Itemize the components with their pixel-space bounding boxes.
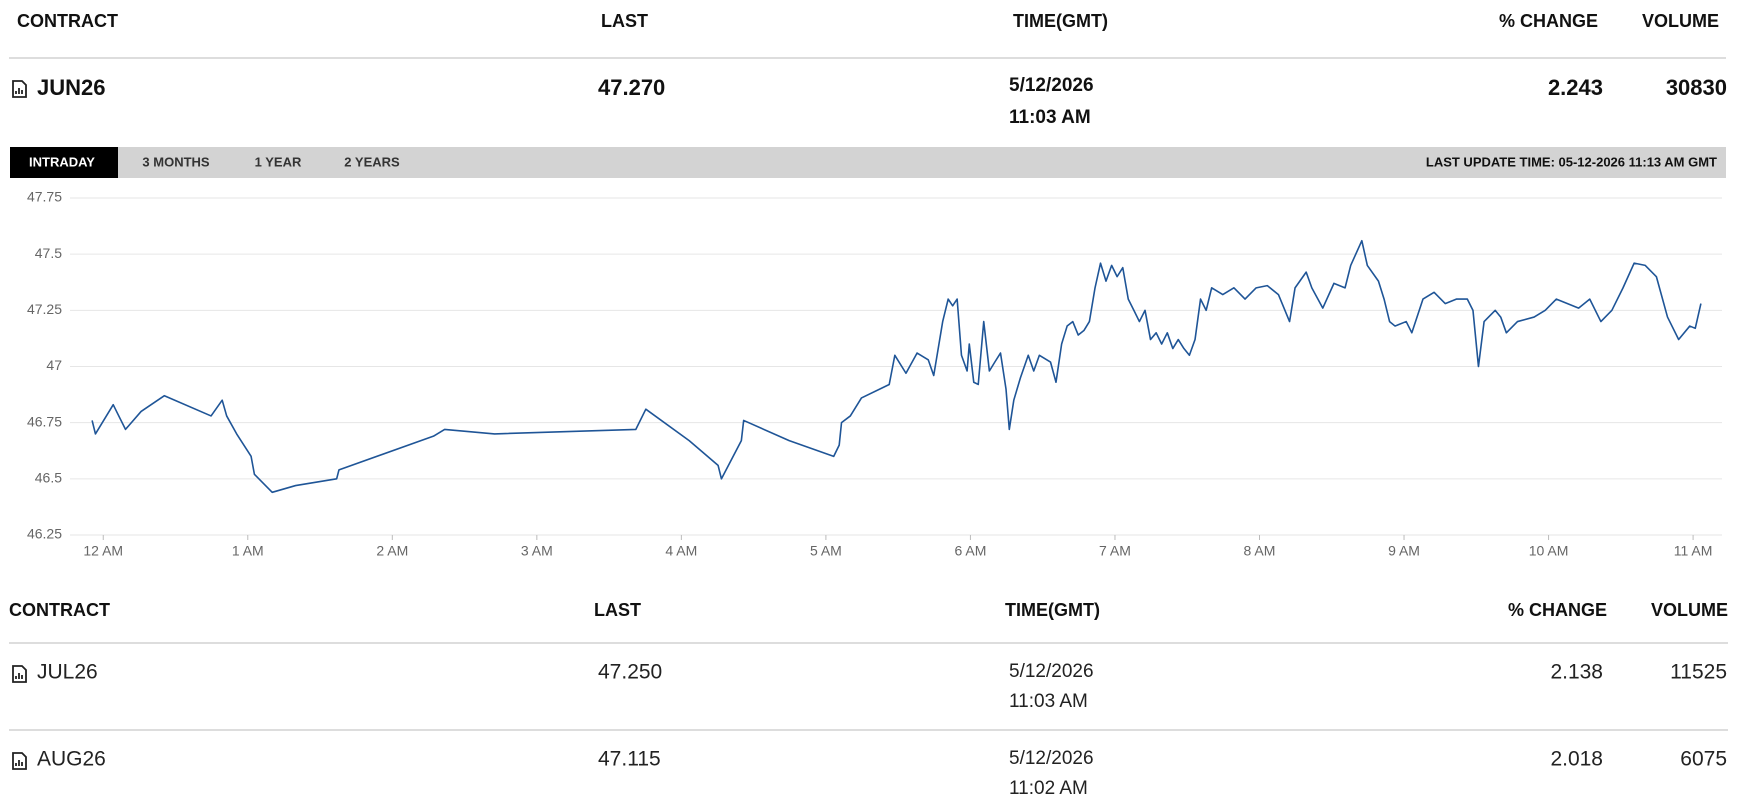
x-tick-label: 6 AM: [954, 543, 986, 559]
x-tick-label: 8 AM: [1244, 543, 1276, 559]
volume: 30830: [1666, 75, 1727, 100]
y-tick-label: 47: [46, 357, 62, 373]
column-header: VOLUME: [1651, 600, 1728, 620]
x-tick-label: 1 AM: [232, 543, 264, 559]
x-tick-label: 2 AM: [376, 543, 408, 559]
x-tick-label: 11 AM: [1674, 543, 1713, 559]
time: 11:03 AM: [1009, 691, 1088, 712]
percent-change: 2.138: [1550, 661, 1603, 684]
range-tab[interactable]: INTRADAY: [29, 154, 95, 169]
last-price: 47.115: [598, 748, 661, 771]
x-tick-label: 3 AM: [521, 543, 553, 559]
contract-name[interactable]: AUG26: [37, 748, 106, 771]
volume: 11525: [1670, 661, 1727, 684]
x-tick-label: 7 AM: [1099, 543, 1131, 559]
tab-bar: [10, 147, 1726, 178]
last-price: 47.250: [598, 661, 662, 684]
y-tick-label: 46.5: [35, 470, 62, 486]
column-header: TIME(GMT): [1005, 600, 1100, 620]
range-tab[interactable]: 1 YEAR: [255, 154, 302, 169]
contract-name[interactable]: JUL26: [37, 661, 98, 684]
column-header: % CHANGE: [1508, 600, 1607, 620]
x-tick-label: 5 AM: [810, 543, 842, 559]
y-tick-label: 47.75: [27, 189, 62, 205]
time: 11:03 AM: [1009, 107, 1091, 128]
column-header: % CHANGE: [1499, 11, 1598, 31]
file-icon: [12, 665, 27, 683]
file-icon: [12, 80, 27, 98]
column-header: VOLUME: [1642, 11, 1719, 31]
contract-name[interactable]: JUN26: [37, 75, 105, 100]
date: 5/12/2026: [1009, 661, 1094, 682]
y-tick-label: 46.25: [27, 526, 62, 542]
y-tick-label: 47.5: [35, 245, 62, 261]
y-tick-label: 46.75: [27, 413, 62, 429]
active-tab-bg: [10, 147, 118, 178]
x-tick-label: 4 AM: [665, 543, 697, 559]
percent-change: 2.018: [1550, 748, 1603, 771]
date: 5/12/2026: [1009, 748, 1094, 769]
range-tab[interactable]: 2 YEARS: [344, 154, 400, 169]
x-tick-label: 9 AM: [1388, 543, 1420, 559]
column-header: LAST: [594, 600, 641, 620]
file-icon: [12, 752, 27, 770]
time: 11:02 AM: [1009, 778, 1088, 799]
column-header: CONTRACT: [17, 11, 118, 31]
price-line: [91, 239, 1702, 494]
column-header: LAST: [601, 11, 648, 31]
column-header: TIME(GMT): [1013, 11, 1108, 31]
last-price: 47.270: [598, 75, 665, 100]
x-tick-label: 10 AM: [1529, 543, 1569, 559]
column-header: CONTRACT: [9, 600, 110, 620]
volume: 6075: [1680, 748, 1727, 771]
x-tick-label: 12 AM: [83, 543, 123, 559]
date: 5/12/2026: [1009, 75, 1094, 96]
y-tick-label: 47.25: [27, 301, 62, 317]
percent-change: 2.243: [1548, 75, 1603, 100]
range-tab[interactable]: 3 MONTHS: [142, 154, 210, 169]
last-update: LAST UPDATE TIME: 05-12-2026 11:13 AM GM…: [1426, 154, 1717, 169]
